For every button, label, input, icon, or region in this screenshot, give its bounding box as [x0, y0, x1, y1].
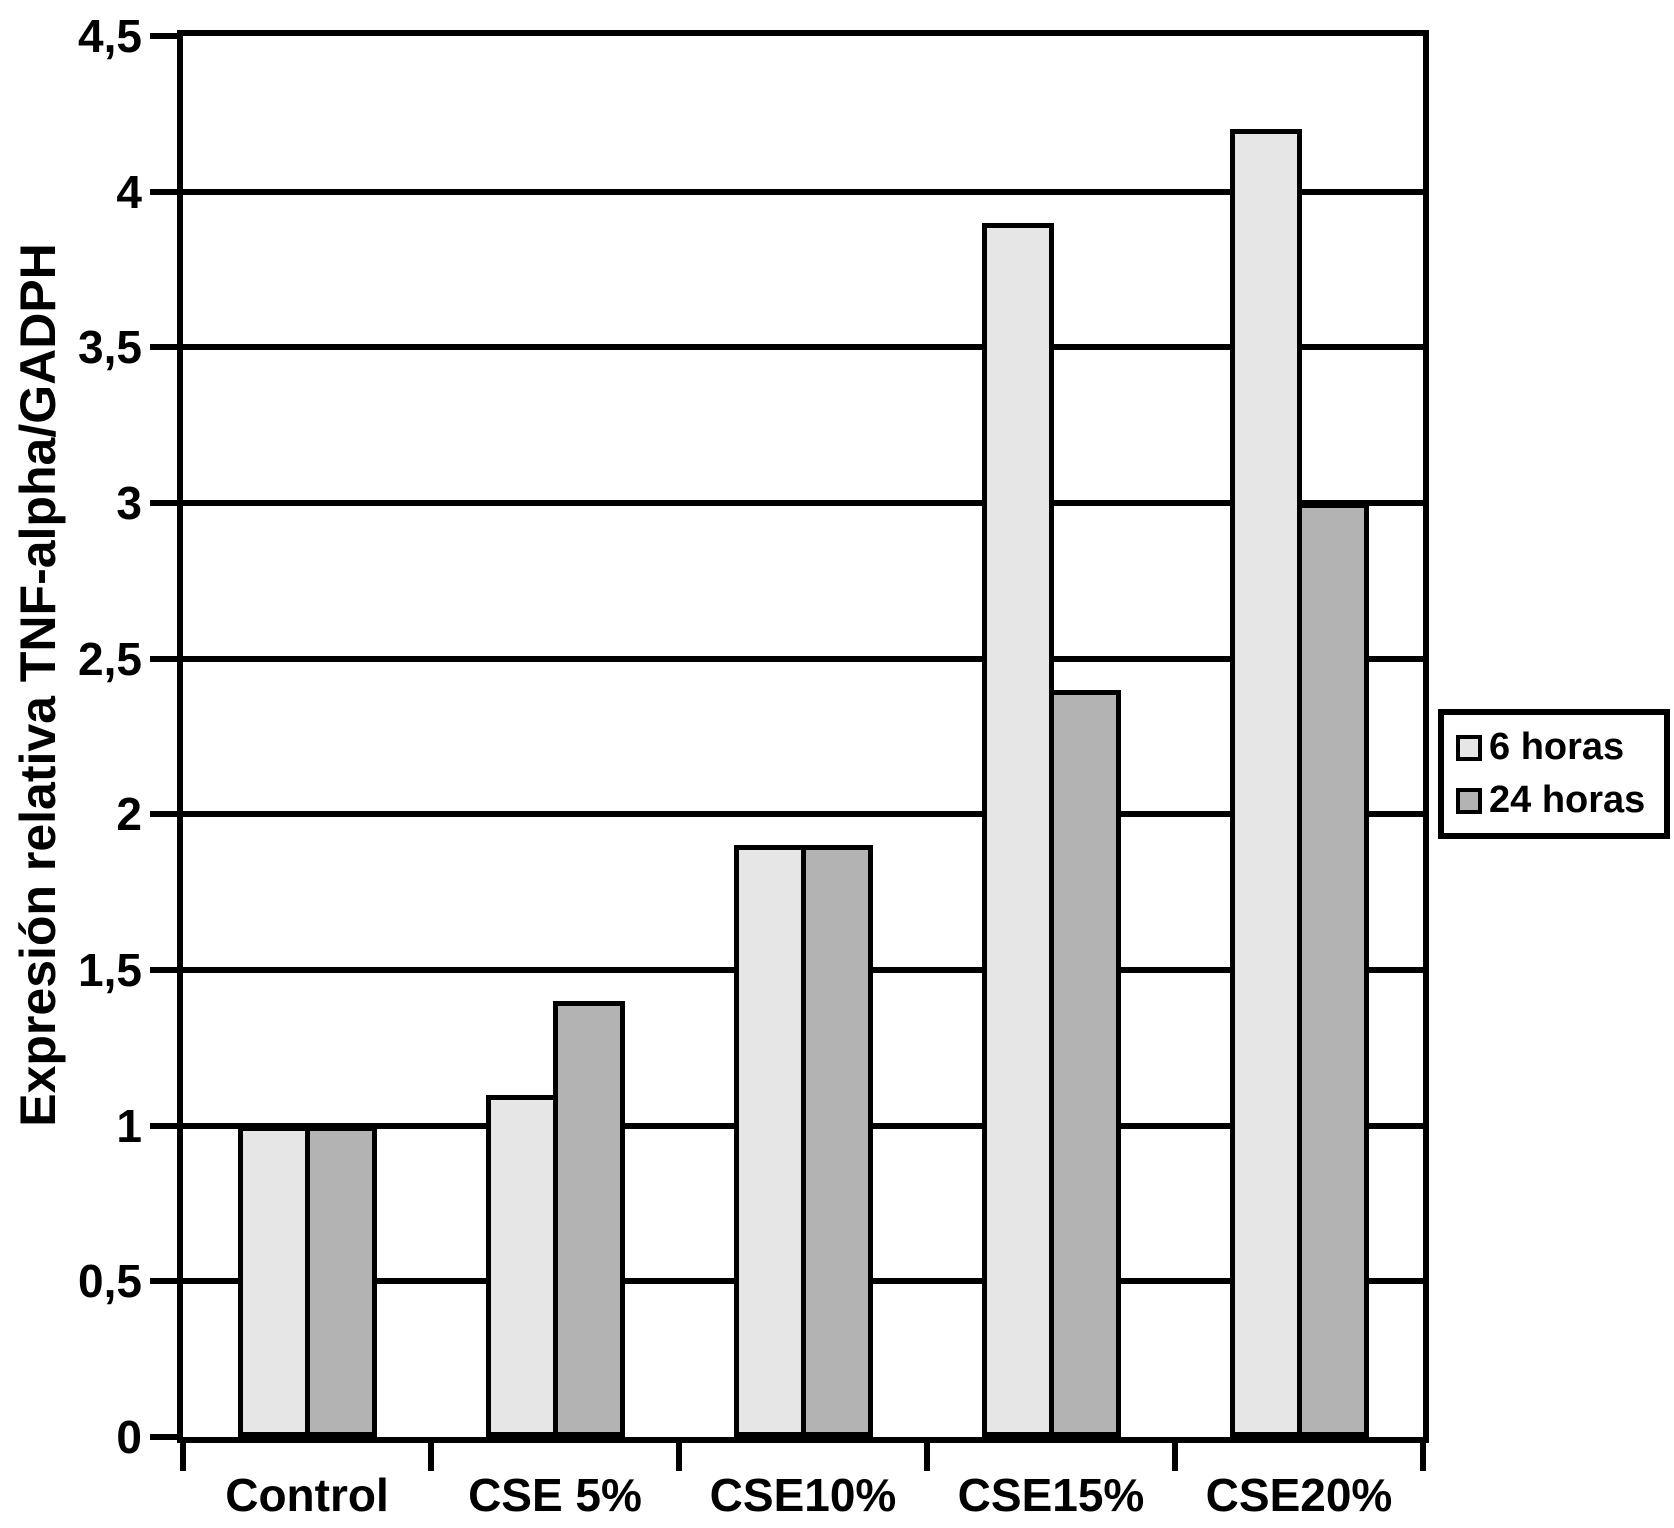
- x-axis-tick: [1420, 1443, 1426, 1471]
- bar-6-horas-CSE-5%: [485, 1094, 558, 1437]
- x-category-label-Control: Control: [225, 1469, 389, 1521]
- y-axis-tick-label: 2: [116, 788, 142, 841]
- y-axis-tick: [150, 344, 177, 351]
- bar-24-horas-Control: [304, 1125, 377, 1437]
- x-category-label-CSE20%: CSE20%: [1205, 1469, 1393, 1521]
- y-axis-tick: [150, 1122, 177, 1129]
- legend-item-6-horas: 6 horas: [1456, 726, 1658, 769]
- x-axis-tick: [180, 1443, 186, 1471]
- legend-label-6-horas: 6 horas: [1489, 726, 1625, 768]
- y-axis-tick-label: 1: [116, 1099, 142, 1152]
- legend-item-24-horas: 24 horas: [1456, 779, 1658, 822]
- bar-24-horas-CSE15%: [1048, 689, 1121, 1437]
- y-axis-tick-label: 3: [116, 477, 142, 529]
- x-axis-tick: [428, 1443, 434, 1471]
- y-axis-tick-label: 4,5: [78, 10, 142, 62]
- y-axis-tick: [150, 188, 177, 195]
- gridline: [183, 500, 1423, 506]
- x-category-label-CSE15%: CSE15%: [957, 1469, 1145, 1521]
- legend-swatch-6-horas-icon: [1456, 734, 1482, 761]
- gridline: [183, 811, 1423, 818]
- bar-24-horas-CSE-5%: [552, 1001, 625, 1437]
- y-axis-tick-label: 3,5: [78, 321, 142, 374]
- gridline: [183, 344, 1423, 351]
- y-axis-tick-label: 2,5: [78, 632, 142, 685]
- plot-area: [177, 30, 1429, 1443]
- bar-6-horas-Control: [237, 1125, 310, 1437]
- legend-label-24-horas: 24 horas: [1489, 779, 1646, 821]
- legend: 6 horas 24 horas: [1438, 709, 1670, 839]
- x-axis-tick: [676, 1443, 682, 1471]
- bar-6-horas-CSE15%: [981, 222, 1054, 1437]
- x-axis-tick: [924, 1443, 930, 1471]
- bar-24-horas-CSE20%: [1296, 503, 1369, 1437]
- y-axis-tick-label: 0,5: [78, 1255, 142, 1308]
- y-axis-tick: [150, 1434, 177, 1440]
- y-axis-tick-label: 4: [116, 165, 142, 218]
- y-axis-tick: [150, 500, 177, 506]
- y-axis-tick: [150, 967, 177, 973]
- gridline: [183, 188, 1423, 195]
- y-axis-tick-label: 1,5: [78, 944, 142, 996]
- x-axis-tick: [1172, 1443, 1178, 1471]
- y-axis-tick-label: 0: [116, 1411, 142, 1463]
- bar-6-horas-CSE10%: [733, 845, 806, 1437]
- legend-swatch-24-horas-icon: [1456, 787, 1482, 814]
- bar-6-horas-CSE20%: [1229, 129, 1302, 1437]
- bar-24-horas-CSE10%: [800, 845, 873, 1437]
- x-category-label-CSE10%: CSE10%: [709, 1469, 897, 1521]
- y-axis-tick: [150, 655, 177, 662]
- y-axis-tick: [150, 811, 177, 818]
- y-axis-tick: [150, 33, 177, 39]
- x-category-label-CSE-5%: CSE 5%: [468, 1469, 642, 1521]
- y-axis-tick: [150, 1278, 177, 1285]
- gridline: [183, 655, 1423, 662]
